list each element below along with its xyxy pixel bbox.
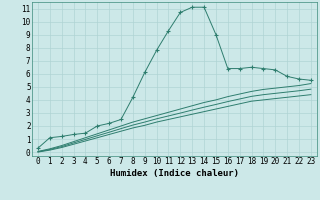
X-axis label: Humidex (Indice chaleur): Humidex (Indice chaleur) bbox=[110, 169, 239, 178]
